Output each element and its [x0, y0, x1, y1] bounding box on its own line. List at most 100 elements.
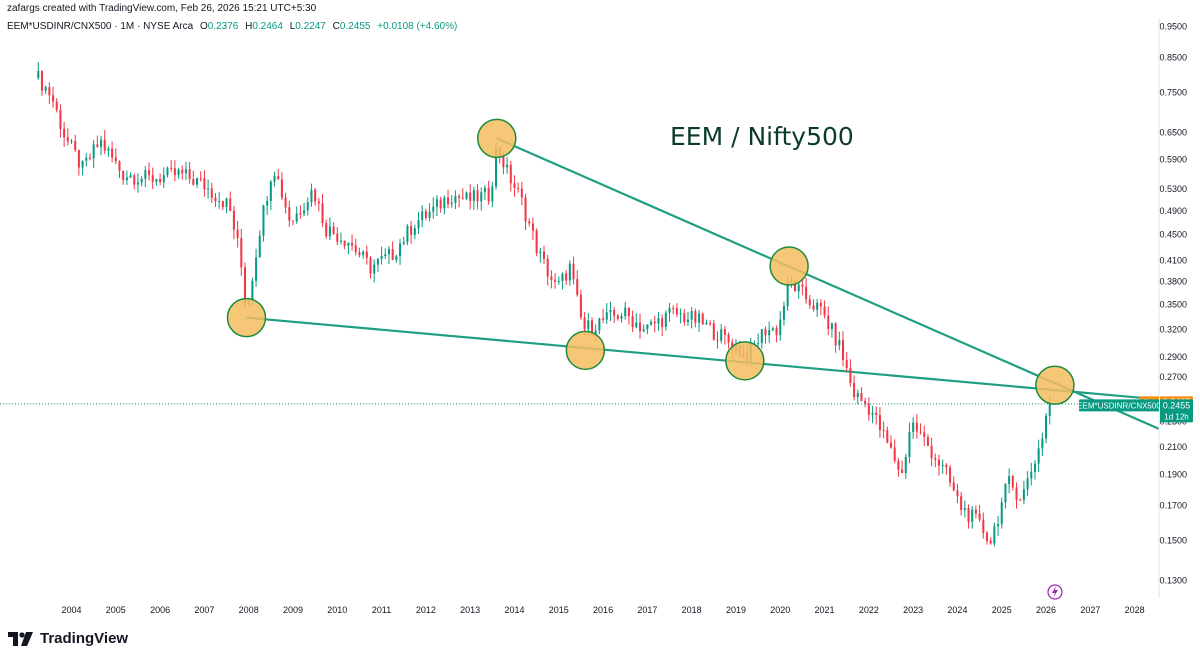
x-tick-label: 2011 — [372, 605, 391, 615]
tradingview-brand: TradingView — [40, 630, 129, 647]
candle-body — [424, 211, 427, 218]
candle-body — [542, 251, 546, 259]
x-tick-label: 2014 — [504, 605, 524, 615]
candle-body — [155, 178, 158, 182]
candle-body — [85, 157, 88, 161]
candle-body — [114, 157, 117, 162]
candle-body — [576, 279, 579, 295]
x-tick-label: 2022 — [859, 605, 879, 615]
candle-body — [336, 233, 339, 242]
candle-body — [177, 169, 180, 176]
candle-body — [661, 318, 664, 327]
x-tick-label: 2007 — [194, 605, 214, 615]
candle-body — [871, 412, 874, 415]
candle-body — [395, 256, 398, 260]
y-tick-label: 0.3800 — [1159, 277, 1187, 287]
candle-body — [930, 445, 933, 459]
candle-body — [44, 87, 47, 91]
last-price: 0.2455 — [1163, 400, 1191, 410]
x-tick-label: 2004 — [61, 605, 81, 615]
candle-body — [812, 305, 815, 310]
candle-body — [406, 225, 409, 243]
candle-body — [421, 211, 424, 221]
candle-body — [125, 177, 128, 181]
candle-body — [709, 322, 712, 324]
candle-body — [162, 175, 165, 183]
candle-body — [465, 192, 468, 199]
candle-body — [358, 252, 361, 256]
candle-body — [435, 199, 438, 207]
lightning-icon[interactable] — [1047, 584, 1063, 600]
candle-body — [273, 176, 276, 182]
x-tick-label: 2012 — [416, 605, 436, 615]
y-tick-label: 0.3500 — [1159, 300, 1187, 310]
candle-body — [277, 176, 280, 180]
candle-body — [650, 321, 653, 325]
candle-body — [723, 329, 726, 335]
candle-body — [70, 140, 73, 142]
candle-body — [509, 164, 512, 184]
candle-body — [635, 322, 638, 328]
candle-body — [893, 447, 896, 461]
change-value: +0.0108 (+4.60%) — [377, 21, 458, 32]
candle-body — [908, 431, 911, 457]
candle-body — [107, 148, 110, 151]
chart-title: EEM / Nifty500 — [670, 122, 854, 151]
candle-body — [864, 400, 867, 405]
highlight-circle — [477, 118, 517, 159]
candle-body — [1030, 471, 1033, 479]
candle-body — [306, 202, 309, 211]
candle-body — [103, 139, 106, 151]
y-tick-label: 0.1500 — [1159, 535, 1187, 545]
candle-body — [653, 321, 656, 324]
y-tick-label: 0.9500 — [1159, 22, 1187, 32]
candle-body — [365, 251, 368, 258]
candle-body — [694, 311, 697, 323]
candle-body — [989, 540, 992, 544]
footer-brand[interactable]: TradingView — [8, 630, 128, 647]
candle-body — [974, 509, 977, 514]
candle-body — [845, 359, 848, 369]
candle-body — [602, 318, 605, 320]
candle-body — [889, 442, 893, 448]
candle-body — [74, 140, 77, 151]
candle-body — [55, 101, 58, 110]
candle-body — [539, 251, 542, 254]
symbol-info[interactable]: EEM*USDINR/CNX500 · 1M · NYSE Arca — [7, 21, 194, 32]
candle-body — [664, 312, 667, 327]
candle-body — [81, 160, 84, 168]
candle-body — [834, 323, 837, 346]
candle-body — [823, 306, 826, 316]
candle-body — [853, 382, 856, 398]
candle-body — [299, 213, 302, 215]
candle-body — [255, 257, 258, 281]
candle-body — [827, 315, 830, 329]
candle-body — [963, 508, 966, 511]
y-tick-label: 0.5300 — [1159, 184, 1187, 194]
candle-body — [443, 197, 446, 209]
candle-body — [657, 318, 660, 324]
candle-body — [225, 198, 228, 208]
candle-body — [960, 496, 963, 511]
candle-body — [782, 306, 785, 320]
candle-body — [949, 467, 952, 483]
candle-body — [229, 198, 232, 211]
candle-body — [952, 482, 955, 491]
candle-body — [166, 167, 169, 176]
candle-body — [450, 202, 453, 205]
candle-body — [594, 330, 597, 334]
candle-body — [321, 203, 324, 223]
candle-body — [347, 242, 350, 246]
trend-line — [246, 316, 1160, 401]
candle-body — [483, 187, 486, 193]
candle-body — [1022, 489, 1025, 500]
y-tick-label: 0.3200 — [1159, 325, 1187, 335]
x-tick-label: 2018 — [682, 605, 702, 615]
candle-body — [303, 210, 306, 214]
candle-body — [967, 508, 970, 522]
candle-body — [243, 267, 247, 305]
candle-body — [860, 393, 863, 401]
candle-body — [428, 211, 431, 218]
candle-body — [133, 175, 136, 185]
